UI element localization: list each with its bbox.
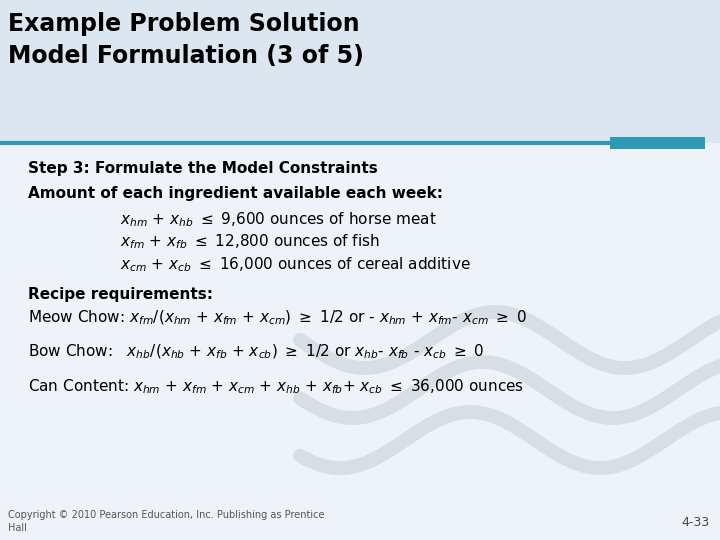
Text: Meow Chow: $x_{fm}/(x_{hm}$ + $x_{fm}$ + $x_{cm})$ $\geq$ 1/2 or - $x_{hm}$ + $x: Meow Chow: $x_{fm}/(x_{hm}$ + $x_{fm}$ +… [28,308,527,327]
Bar [610,137,705,149]
Text: $x_{hm}$ + $x_{hb}$ $\leq$ 9,600 ounces of horse meat: $x_{hm}$ + $x_{hb}$ $\leq$ 9,600 ounces … [120,210,437,229]
Text: $x_{fm}$ + $x_{fb}$ $\leq$ 12,800 ounces of fish: $x_{fm}$ + $x_{fb}$ $\leq$ 12,800 ounces… [120,233,380,252]
Text: 4-33: 4-33 [682,516,710,529]
Text: Recipe requirements:: Recipe requirements: [28,287,213,302]
Text: Hall: Hall [8,523,27,533]
Text: Step 3: Formulate the Model Constraints: Step 3: Formulate the Model Constraints [28,161,378,176]
Text: Example Problem Solution: Example Problem Solution [8,12,359,36]
Text: Can Content: $x_{hm}$ + $x_{fm}$ + $x_{cm}$ + $x_{hb}$ + $x_{fb}$+ $x_{cb}$ $\le: Can Content: $x_{hm}$ + $x_{fm}$ + $x_{c… [28,377,524,396]
Text: Amount of each ingredient available each week:: Amount of each ingredient available each… [28,186,443,201]
Bar [0,0,720,143]
Text: Model Formulation (3 of 5): Model Formulation (3 of 5) [8,44,364,68]
Text: Bow Chow:   $x_{hb}/(x_{hb}$ + $x_{fb}$ + $x_{cb})$ $\geq$ 1/2 or $x_{hb}$- $x_{: Bow Chow: $x_{hb}/(x_{hb}$ + $x_{fb}$ + … [28,343,485,361]
Text: $x_{cm}$ + $x_{cb}$ $\leq$ 16,000 ounces of cereal additive: $x_{cm}$ + $x_{cb}$ $\leq$ 16,000 ounces… [120,255,471,274]
Text: Copyright © 2010 Pearson Education, Inc. Publishing as Prentice: Copyright © 2010 Pearson Education, Inc.… [8,510,325,520]
